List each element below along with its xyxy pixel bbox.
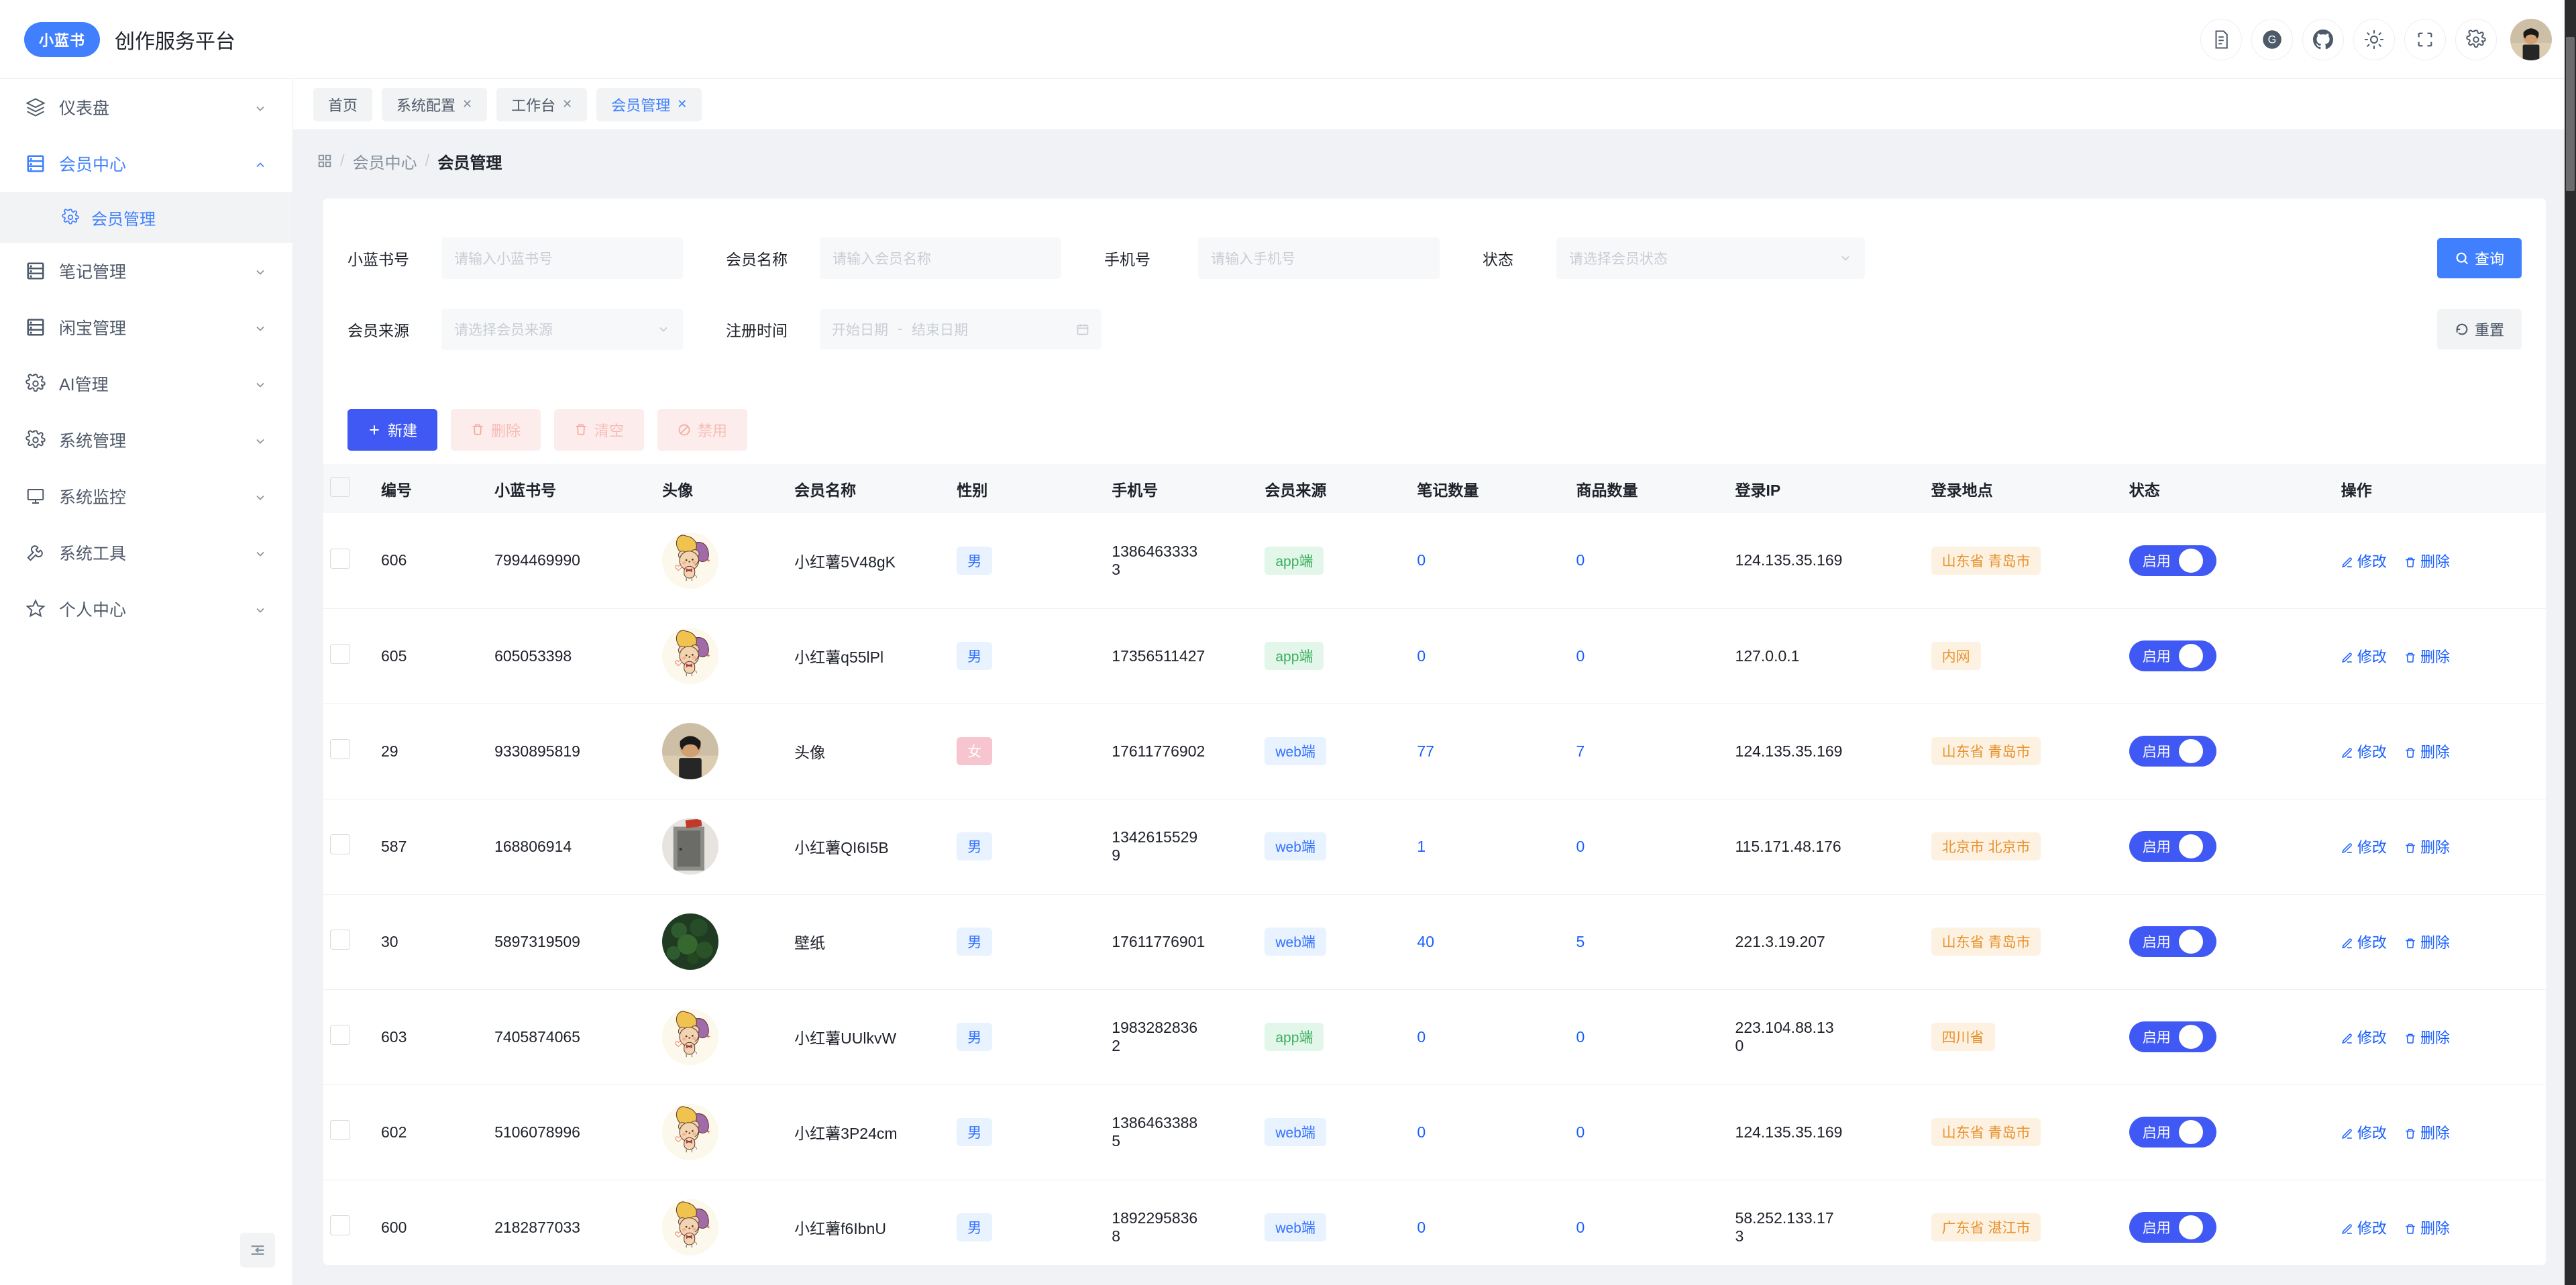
svg-text:G: G bbox=[2268, 34, 2277, 46]
